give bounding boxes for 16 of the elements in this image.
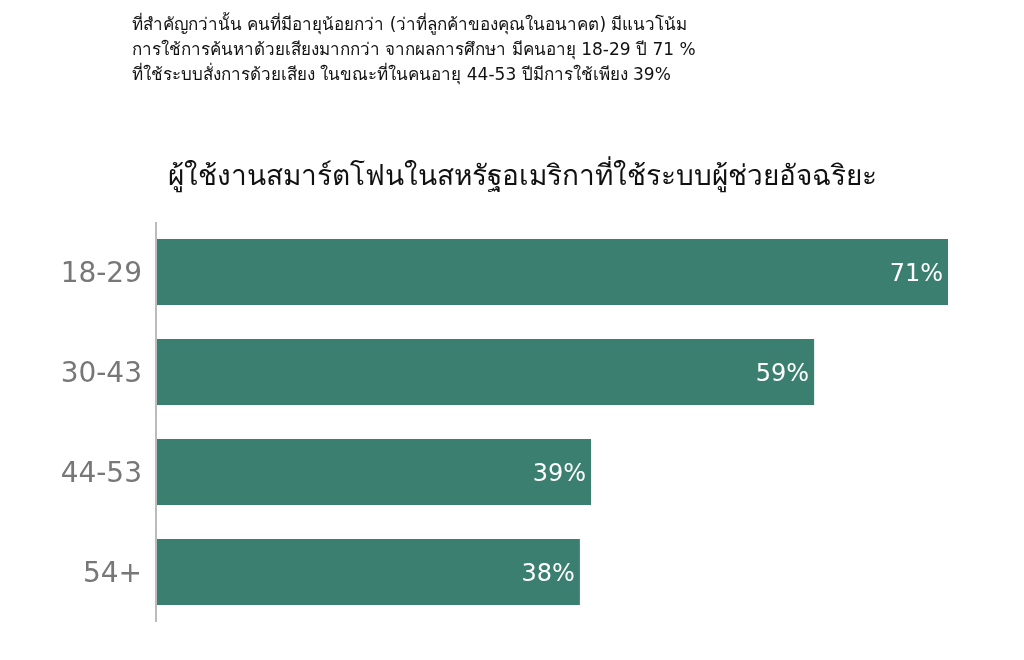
data-label: 59% — [755, 358, 810, 387]
text: การใช้การค้นหาด้วยเสียงมากกว่า จากผลการศึกษา มีคนอายุ 18-29 ปี 71 % — [132, 38, 697, 62]
y-tick-label: 44-53 — [60, 455, 142, 489]
text: ที่สำคัญกว่านั้น คนที่มีอายุน้อยกว่า (ว่าที่ลูกค้าของคุณในอนาคต) มีแนวโน้ม — [132, 12, 689, 37]
bar — [156, 239, 948, 305]
bar — [156, 439, 592, 505]
y-tick-label: 54+ — [82, 555, 142, 589]
data-label: 38% — [521, 558, 575, 587]
bar — [156, 339, 815, 405]
data-label: 39% — [532, 458, 587, 487]
y-tick-label: 18-29 — [60, 255, 142, 289]
chart-title: ผู้ใช้งานสมาร์ตโฟนในสหรัฐอเมริกาที่ใช้ระบบผู้ช่วยอัจฉริยะ — [166, 155, 878, 195]
bar — [156, 539, 580, 605]
data-label: 71% — [889, 258, 943, 287]
y-tick-label: 30-43 — [60, 355, 142, 389]
text: ที่ใช้ระบบสั่งการด้วยเสียง ในขณะที่ในคนอายุ 44-53 ปีมีการใช้เพียง 39% — [132, 62, 672, 87]
